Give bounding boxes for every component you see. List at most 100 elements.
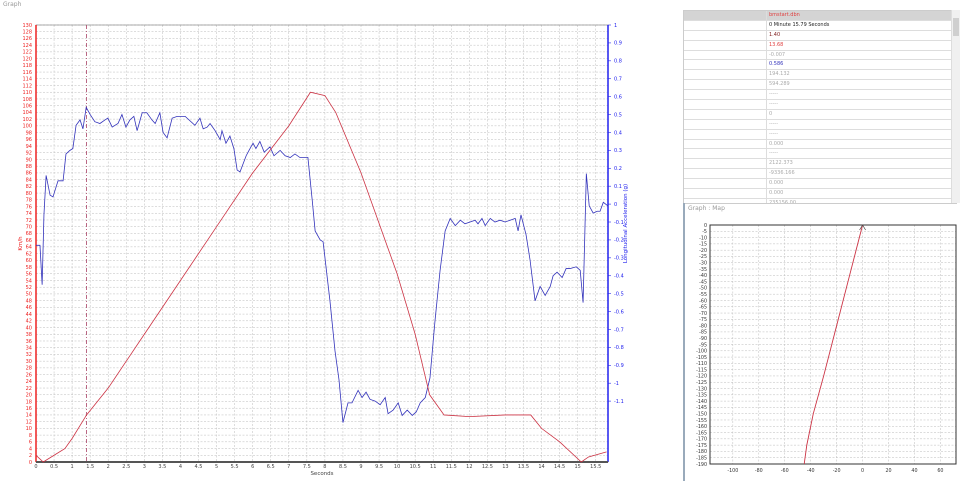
x-tick-label: 12 bbox=[466, 464, 472, 470]
y-tick-label: -115 bbox=[696, 367, 707, 373]
y-tick-label: 88 bbox=[26, 164, 32, 170]
y-tick-label: 58 bbox=[26, 265, 32, 271]
map-chart[interactable]: 0-5-10-15-20-25-30-35-40-45-50-55-60-65-… bbox=[685, 203, 960, 481]
speed-series-line bbox=[35, 91, 607, 463]
y-tick-label: 82 bbox=[26, 184, 32, 190]
y2-tick-label: 0.5 bbox=[614, 112, 622, 118]
y-tick-label: -75 bbox=[699, 317, 707, 323]
table-row[interactable]: ----- bbox=[684, 119, 956, 130]
y-tick-label: -95 bbox=[699, 342, 707, 348]
row-label bbox=[684, 119, 767, 129]
table-row[interactable]: -9336.166 bbox=[684, 169, 956, 180]
y-tick-label: 32 bbox=[26, 352, 32, 358]
y-tick-label: 130 bbox=[22, 23, 32, 29]
y-tick-label: -20 bbox=[699, 248, 707, 254]
y-tick-label: 54 bbox=[26, 278, 32, 284]
row-label bbox=[684, 50, 767, 60]
y-tick-label: 110 bbox=[22, 90, 32, 96]
y-tick-label: -185 bbox=[696, 456, 707, 462]
row-label bbox=[684, 179, 767, 189]
table-row[interactable]: bmstart.dbn bbox=[684, 11, 956, 21]
table-row[interactable]: 0.000 bbox=[684, 139, 956, 150]
table-row[interactable]: 0.000 bbox=[684, 179, 956, 190]
x-tick-label: 3 bbox=[143, 464, 146, 470]
y-tick-label: 0 bbox=[704, 223, 707, 229]
y-tick-label: 62 bbox=[26, 251, 32, 257]
table-row[interactable]: ----- bbox=[684, 100, 956, 110]
x-tick-label: -80 bbox=[755, 468, 763, 474]
y2-tick-label: -0.1 bbox=[614, 220, 624, 226]
table-row[interactable]: 0.586 bbox=[684, 60, 956, 71]
y-tick-label: 80 bbox=[26, 191, 32, 197]
row-value: bmstart.dbn bbox=[769, 12, 800, 18]
table-row[interactable]: 0.000 bbox=[684, 189, 956, 199]
row-value: 1.40 bbox=[769, 31, 781, 38]
y-tick-label: 68 bbox=[26, 231, 32, 237]
y-tick-label: -45 bbox=[699, 279, 707, 285]
scrollbar-thumb[interactable] bbox=[953, 18, 959, 36]
x-tick-label: 5.5 bbox=[231, 464, 239, 470]
y-tick-label: 108 bbox=[22, 97, 32, 103]
y-tick-label: 56 bbox=[26, 272, 32, 278]
table-row[interactable]: 594.289 bbox=[684, 80, 956, 91]
table-row[interactable]: 13.68 bbox=[684, 40, 956, 51]
y-tick-label: -55 bbox=[699, 292, 707, 298]
y-tick-label: 64 bbox=[26, 245, 32, 251]
speed-accel-chart[interactable]: 0246810121416182022242628303234363840424… bbox=[0, 0, 640, 481]
y-tick-label: -140 bbox=[696, 399, 707, 405]
map-panel-title: Graph : Map bbox=[688, 205, 725, 212]
y-tick-label: 48 bbox=[26, 298, 32, 304]
row-label bbox=[684, 129, 767, 139]
table-scrollbar[interactable] bbox=[951, 10, 960, 203]
x-tick-label: 9.5 bbox=[375, 464, 383, 470]
table-row[interactable]: ----- bbox=[684, 149, 956, 160]
y-tick-label: 122 bbox=[22, 50, 32, 56]
y-tick-label: 70 bbox=[26, 224, 32, 230]
x-tick-label: 13 bbox=[502, 464, 508, 470]
y2-tick-label: -1 bbox=[614, 381, 619, 387]
y-tick-label: 8 bbox=[29, 433, 32, 439]
y-tick-label: 24 bbox=[26, 379, 32, 385]
table-row[interactable]: 1.40 bbox=[684, 30, 956, 41]
y2-tick-label: -0.3 bbox=[614, 256, 624, 262]
y-tick-label: 14 bbox=[26, 413, 32, 419]
table-row[interactable]: 0 Minute 15.79 Seconds bbox=[684, 20, 956, 31]
row-value: 0.586 bbox=[769, 61, 784, 68]
y-tick-label: -10 bbox=[699, 235, 707, 241]
x-tick-label: 14.5 bbox=[554, 464, 565, 470]
row-label bbox=[684, 80, 767, 90]
x-tick-label: 8.5 bbox=[339, 464, 347, 470]
y2-tick-label: 0.9 bbox=[614, 41, 622, 47]
y-tick-label: 44 bbox=[26, 312, 32, 318]
y-tick-label: 46 bbox=[26, 305, 32, 311]
x-tick-label: 6.5 bbox=[267, 464, 275, 470]
y-tick-label: 100 bbox=[22, 124, 32, 130]
table-row[interactable]: 194.132 bbox=[684, 70, 956, 81]
y2-tick-label: 0 bbox=[614, 202, 617, 208]
y-tick-label: -80 bbox=[699, 323, 707, 329]
y-tick-label: -135 bbox=[696, 393, 707, 399]
y-tick-label: 72 bbox=[26, 218, 32, 224]
row-label bbox=[684, 60, 767, 70]
row-label bbox=[684, 149, 767, 159]
table-row[interactable]: ----- bbox=[684, 90, 956, 101]
table-row[interactable]: 0 bbox=[684, 109, 956, 120]
table-row[interactable]: 235156.00 bbox=[684, 198, 956, 203]
y-tick-label: 106 bbox=[22, 103, 32, 109]
x-tick-label: 7.5 bbox=[303, 464, 311, 470]
x-tick-label: 0 bbox=[861, 468, 864, 474]
y-tick-label: 84 bbox=[26, 177, 32, 183]
table-row[interactable]: ----- bbox=[684, 129, 956, 140]
row-value: 13.68 bbox=[769, 41, 784, 48]
x-tick-label: 1 bbox=[71, 464, 74, 470]
x-tick-label: 12.5 bbox=[482, 464, 493, 470]
map-panel: Graph : Map 0 -5 -10 -15 -20 -25 -30 -35 -40 -45-… bbox=[683, 203, 960, 481]
y-tick-label: -110 bbox=[696, 361, 707, 367]
row-value: -0.007 bbox=[769, 51, 786, 58]
y-tick-label: 52 bbox=[26, 285, 32, 291]
table-row[interactable]: -0.007 bbox=[684, 50, 956, 61]
table-row[interactable]: 2122.373 bbox=[684, 159, 956, 170]
y-tick-label: 78 bbox=[26, 198, 32, 204]
y-tick-label: 102 bbox=[22, 117, 32, 123]
row-label bbox=[684, 20, 767, 30]
